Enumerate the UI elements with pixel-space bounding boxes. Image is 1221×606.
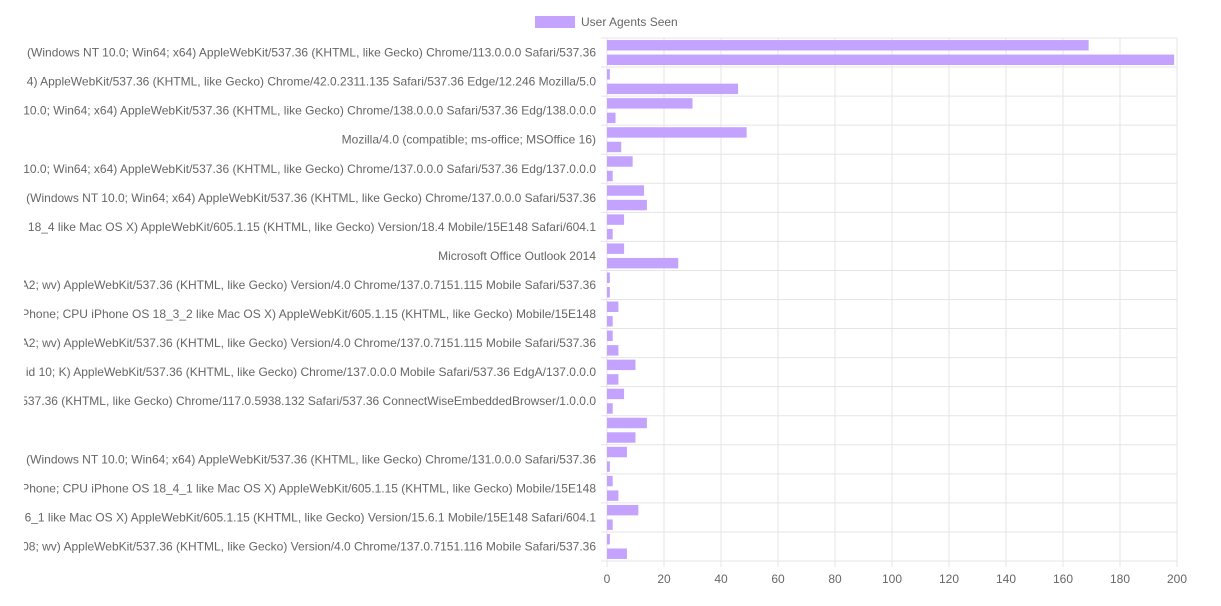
x-tick-label: 140 xyxy=(996,572,1016,586)
x-axis-ticks: 0 20 40 60 80 100 120 140 160 180 200 xyxy=(604,572,1188,586)
y-tick-label: 18_4 like Mac OS X) AppleWebKit/605.1.15… xyxy=(28,220,596,234)
bar[interactable] xyxy=(607,141,622,153)
y-tick-label: 10.0; Win64; x64) AppleWebKit/537.36 (KH… xyxy=(23,104,596,118)
x-tick-label: 20 xyxy=(657,572,671,586)
bar[interactable] xyxy=(607,359,636,371)
y-tick-label: (Windows NT 10.0; Win64; x64) AppleWebKi… xyxy=(27,46,596,60)
bar[interactable] xyxy=(607,156,633,167)
x-tick-label: 120 xyxy=(939,572,959,586)
bar[interactable] xyxy=(607,533,610,545)
y-tick-label: Phone; CPU iPhone OS 18_3_2 like Mac OS … xyxy=(21,307,596,321)
bar[interactable] xyxy=(607,301,619,312)
x-tick-label: 180 xyxy=(1110,572,1130,586)
y-tick-label: Phone; CPU iPhone OS 18_4_1 like Mac OS … xyxy=(21,481,596,495)
bar[interactable] xyxy=(607,548,627,559)
x-tick-label: 0 xyxy=(604,572,611,586)
grid-lines xyxy=(601,37,1178,567)
y-tick-label: Mozilla/4.0 (compatible; ms-office; MSOf… xyxy=(342,133,596,147)
bar[interactable] xyxy=(607,257,679,269)
bar[interactable] xyxy=(607,345,619,356)
bar[interactable] xyxy=(607,446,627,458)
bar[interactable] xyxy=(607,490,619,501)
bar[interactable] xyxy=(607,127,747,138)
y-tick-label: A2; wv) AppleWebKit/537.36 (KHTML, like … xyxy=(21,278,597,292)
y-tick-label: (Windows NT 10.0; Win64; x64) AppleWebKi… xyxy=(26,191,596,205)
bar[interactable] xyxy=(607,504,639,516)
bar[interactable] xyxy=(607,98,693,109)
bar[interactable] xyxy=(607,170,613,182)
bar[interactable] xyxy=(607,475,613,487)
bar[interactable] xyxy=(607,272,610,283)
y-tick-label: 4) AppleWebKit/537.36 (KHTML, like Gecko… xyxy=(27,75,597,89)
bar[interactable] xyxy=(607,287,610,298)
y-tick-label: 6_1 like Mac OS X) AppleWebKit/605.1.15 … xyxy=(25,510,597,524)
x-tick-label: 200 xyxy=(1167,572,1187,586)
bar[interactable] xyxy=(607,228,613,240)
bar[interactable] xyxy=(607,403,613,414)
bar[interactable] xyxy=(607,40,1089,51)
bar-series xyxy=(607,40,1175,559)
y-tick-label: 537.36 (KHTML, like Gecko) Chrome/117.0.… xyxy=(21,394,596,408)
bar[interactable] xyxy=(607,432,636,443)
bar[interactable] xyxy=(607,185,645,196)
y-tick-label: 08; wv) AppleWebKit/537.36 (KHTML, like … xyxy=(22,539,596,553)
legend-swatch[interactable] xyxy=(535,16,575,28)
bar[interactable] xyxy=(607,388,625,400)
y-tick-label: A2; wv) AppleWebKit/537.36 (KHTML, like … xyxy=(21,336,597,350)
bar[interactable] xyxy=(607,417,647,429)
legend[interactable]: User Agents Seen xyxy=(535,15,678,29)
y-tick-label: Microsoft Office Outlook 2014 xyxy=(438,249,596,263)
bar[interactable] xyxy=(607,330,613,342)
bar[interactable] xyxy=(607,461,610,472)
bar[interactable] xyxy=(607,199,647,211)
y-tick-label: (Windows NT 10.0; Win64; x64) AppleWebKi… xyxy=(26,452,596,466)
bar[interactable] xyxy=(607,54,1175,66)
legend-label[interactable]: User Agents Seen xyxy=(581,15,678,29)
bar[interactable] xyxy=(607,519,613,530)
bar[interactable] xyxy=(607,374,619,385)
x-tick-label: 40 xyxy=(714,572,728,586)
bar[interactable] xyxy=(607,112,616,124)
bar[interactable] xyxy=(607,243,625,254)
y-tick-label: id 10; K) AppleWebKit/537.36 (KHTML, lik… xyxy=(26,365,596,379)
y-tick-label: 10.0; Win64; x64) AppleWebKit/537.36 (KH… xyxy=(23,162,596,176)
x-tick-label: 100 xyxy=(882,572,902,586)
x-tick-label: 80 xyxy=(828,572,842,586)
y-axis-labels: (Windows NT 10.0; Win64; x64) AppleWebKi… xyxy=(21,46,597,554)
x-tick-label: 60 xyxy=(771,572,785,586)
bar[interactable] xyxy=(607,83,739,95)
bar[interactable] xyxy=(607,316,613,327)
bar[interactable] xyxy=(607,69,610,80)
bar[interactable] xyxy=(607,214,625,225)
x-tick-label: 160 xyxy=(1053,572,1073,586)
